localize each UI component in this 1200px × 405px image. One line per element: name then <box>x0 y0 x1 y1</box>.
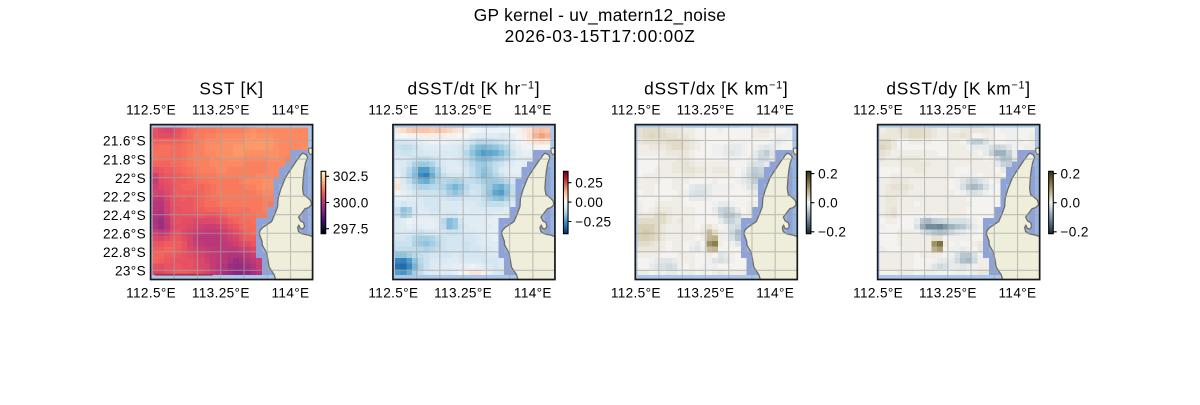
svg-text:300.0: 300.0 <box>333 195 369 210</box>
svg-text:0.2: 0.2 <box>1061 166 1081 181</box>
svg-text:114°E: 114°E <box>756 102 794 117</box>
svg-text:114°E: 114°E <box>514 285 552 300</box>
svg-text:114°E: 114°E <box>514 102 552 117</box>
svg-text:21.6°S: 21.6°S <box>103 134 146 149</box>
svg-text:113.25°E: 113.25°E <box>919 102 977 117</box>
svg-text:−0.2: −0.2 <box>818 225 846 240</box>
svg-text:297.5: 297.5 <box>333 222 369 237</box>
svg-text:112.5°E: 112.5°E <box>126 102 176 117</box>
svg-text:0.0: 0.0 <box>1061 196 1081 211</box>
svg-text:22°S: 22°S <box>115 171 146 186</box>
svg-text:0.2: 0.2 <box>818 166 838 181</box>
svg-text:112.5°E: 112.5°E <box>368 102 418 117</box>
svg-text:114°E: 114°E <box>756 285 794 300</box>
svg-text:−0.25: −0.25 <box>575 214 611 229</box>
svg-text:23°S: 23°S <box>115 264 146 279</box>
svg-text:−0.2: −0.2 <box>1061 225 1089 240</box>
svg-text:112.5°E: 112.5°E <box>126 285 176 300</box>
svg-text:112.5°E: 112.5°E <box>368 285 418 300</box>
svg-text:GP kernel - uv_matern12_noise: GP kernel - uv_matern12_noise <box>474 5 726 25</box>
svg-text:113.25°E: 113.25°E <box>677 102 735 117</box>
svg-text:dSST/dy [K km−1]: dSST/dy [K km−1] <box>886 78 1030 98</box>
svg-text:21.8°S: 21.8°S <box>103 152 146 167</box>
svg-text:113.25°E: 113.25°E <box>192 285 250 300</box>
svg-text:22.8°S: 22.8°S <box>103 245 146 260</box>
svg-text:112.5°E: 112.5°E <box>853 285 903 300</box>
svg-text:0.00: 0.00 <box>575 195 603 210</box>
svg-text:114°E: 114°E <box>272 285 310 300</box>
svg-text:114°E: 114°E <box>999 285 1037 300</box>
svg-text:112.5°E: 112.5°E <box>611 285 661 300</box>
svg-text:0.25: 0.25 <box>575 176 603 191</box>
svg-text:113.25°E: 113.25°E <box>434 102 492 117</box>
svg-text:dSST/dx [K km−1]: dSST/dx [K km−1] <box>644 78 788 98</box>
svg-text:114°E: 114°E <box>999 102 1037 117</box>
svg-text:22.6°S: 22.6°S <box>103 227 146 242</box>
svg-text:113.25°E: 113.25°E <box>919 285 977 300</box>
svg-text:0.0: 0.0 <box>818 196 838 211</box>
svg-text:113.25°E: 113.25°E <box>192 102 250 117</box>
svg-text:dSST/dt [K hr−1]: dSST/dt [K hr−1] <box>407 78 540 98</box>
svg-text:22.2°S: 22.2°S <box>103 189 146 204</box>
svg-text:SST [K]: SST [K] <box>199 78 263 98</box>
svg-text:113.25°E: 113.25°E <box>677 285 735 300</box>
svg-text:112.5°E: 112.5°E <box>611 102 661 117</box>
svg-text:22.4°S: 22.4°S <box>103 208 146 223</box>
svg-text:113.25°E: 113.25°E <box>434 285 492 300</box>
svg-text:302.5: 302.5 <box>333 169 369 184</box>
svg-text:112.5°E: 112.5°E <box>853 102 903 117</box>
svg-text:114°E: 114°E <box>272 102 310 117</box>
svg-text:2026-03-15T17:00:00Z: 2026-03-15T17:00:00Z <box>505 26 696 46</box>
